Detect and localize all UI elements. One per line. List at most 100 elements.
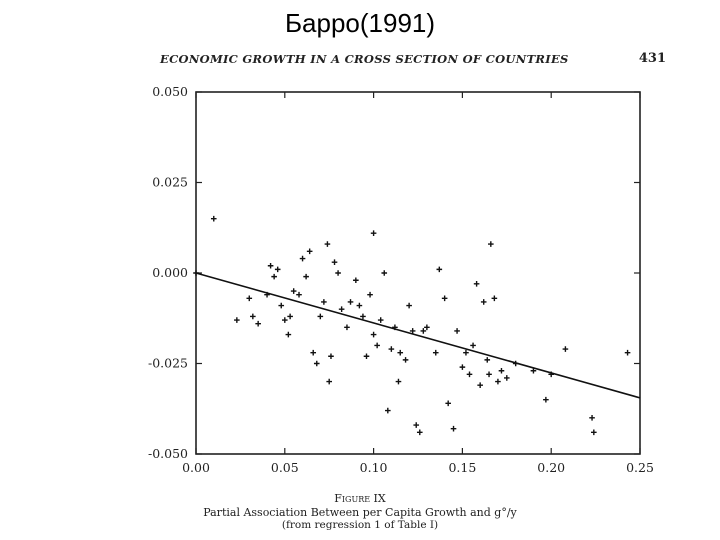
slide-title: Барро(1991) [284, 8, 436, 38]
data-point [473, 281, 480, 287]
data-point [488, 241, 494, 247]
x-tick-label: 0.15 [448, 460, 476, 475]
figure-label: Figure IX [334, 492, 386, 505]
data-point [299, 255, 306, 262]
running-head: ECONOMIC GROWTH IN A CROSS SECTION OF CO… [160, 52, 569, 66]
data-point [397, 349, 404, 356]
data-point [287, 313, 293, 320]
data-point [385, 407, 391, 414]
x-tick-label: 0.10 [360, 460, 388, 475]
data-point [324, 241, 331, 247]
data-point [313, 360, 320, 367]
figure-note: (from regression 1 of Table I) [281, 519, 439, 531]
data-point [463, 349, 469, 356]
data-point [331, 259, 338, 265]
scatter-chart: 0.00 0.05 0.10 0.15 0.20 0.25 0.050 0.025 0.000… [148, 84, 654, 475]
data-point [432, 349, 439, 356]
y-tick-label: -0.050 [148, 446, 188, 461]
data-point [486, 371, 492, 378]
data-point [250, 313, 256, 320]
data-point [445, 400, 451, 407]
data-point [409, 328, 416, 334]
data-point [363, 353, 370, 360]
x-tick-label: 0.05 [271, 460, 299, 475]
page-header: ECONOMIC GROWTH IN A CROSS SECTION OF CO… [160, 50, 670, 70]
data-point [441, 295, 448, 302]
data-point [459, 364, 466, 370]
data-point [367, 291, 373, 298]
data-point [395, 378, 402, 385]
plot-frame-rect [195, 91, 641, 455]
data-point [234, 317, 240, 323]
data-point [495, 378, 501, 385]
data-point [466, 371, 473, 378]
page-number: 431 [638, 51, 666, 66]
tick-marks [195, 91, 641, 455]
data-point [317, 313, 324, 320]
data-point [306, 248, 313, 255]
regression-line [195, 272, 641, 399]
data-point [454, 328, 460, 334]
data-point [360, 313, 366, 320]
y-tick-label: 0.025 [152, 175, 188, 190]
y-tick-label: 0.050 [152, 84, 188, 99]
data-point [246, 295, 253, 302]
data-point [310, 349, 317, 356]
data-point [420, 328, 427, 334]
data-point [321, 299, 327, 305]
data-point [290, 288, 297, 294]
data-point [344, 324, 350, 331]
data-point [193, 270, 199, 276]
data-point [402, 357, 409, 363]
y-tick-label: -0.025 [148, 356, 188, 371]
data-point [406, 302, 412, 309]
figure-caption: Partial Association Between per Capita G… [203, 506, 517, 519]
data-point [504, 375, 510, 381]
data-point [450, 425, 457, 432]
data-point [255, 320, 261, 327]
y-tick-label: 0.000 [152, 265, 188, 280]
y-tick-labels: 0.050 0.025 0.000 -0.025 -0.050 [148, 84, 188, 461]
data-point [267, 262, 274, 269]
data-point [548, 371, 554, 378]
data-point [328, 353, 334, 360]
data-point [512, 360, 519, 367]
data-point [562, 346, 569, 352]
data-point [338, 306, 345, 312]
data-point [392, 324, 398, 331]
data-point [491, 295, 498, 302]
data-point [353, 277, 359, 284]
data-point [381, 270, 388, 276]
x-tick-label: 0.20 [537, 460, 565, 475]
data-point [370, 230, 377, 236]
data-point [416, 429, 423, 436]
data-point [498, 367, 505, 374]
data-point [477, 382, 483, 389]
data-point [335, 270, 341, 276]
data-point [470, 342, 476, 349]
data-point [484, 357, 491, 363]
x-tick-label: 0.00 [182, 460, 210, 475]
data-point [424, 324, 430, 331]
data-points [193, 215, 631, 436]
data-point [624, 349, 631, 356]
data-point [264, 291, 270, 298]
data-point [326, 378, 332, 385]
data-point [282, 317, 288, 323]
data-point [543, 396, 549, 403]
data-point [530, 367, 537, 374]
data-point [591, 429, 597, 436]
data-point [413, 422, 420, 428]
data-point [274, 266, 281, 273]
data-point [377, 317, 384, 323]
data-point [271, 273, 277, 280]
x-tick-labels: 0.00 0.05 0.10 0.15 0.20 0.25 [182, 460, 654, 475]
x-tick-label: 0.25 [626, 460, 654, 475]
data-point [436, 266, 443, 273]
data-point [589, 415, 595, 421]
data-point [388, 346, 395, 352]
data-point [278, 302, 285, 309]
data-point [303, 273, 309, 280]
data-point [370, 331, 377, 338]
data-point [210, 215, 217, 222]
